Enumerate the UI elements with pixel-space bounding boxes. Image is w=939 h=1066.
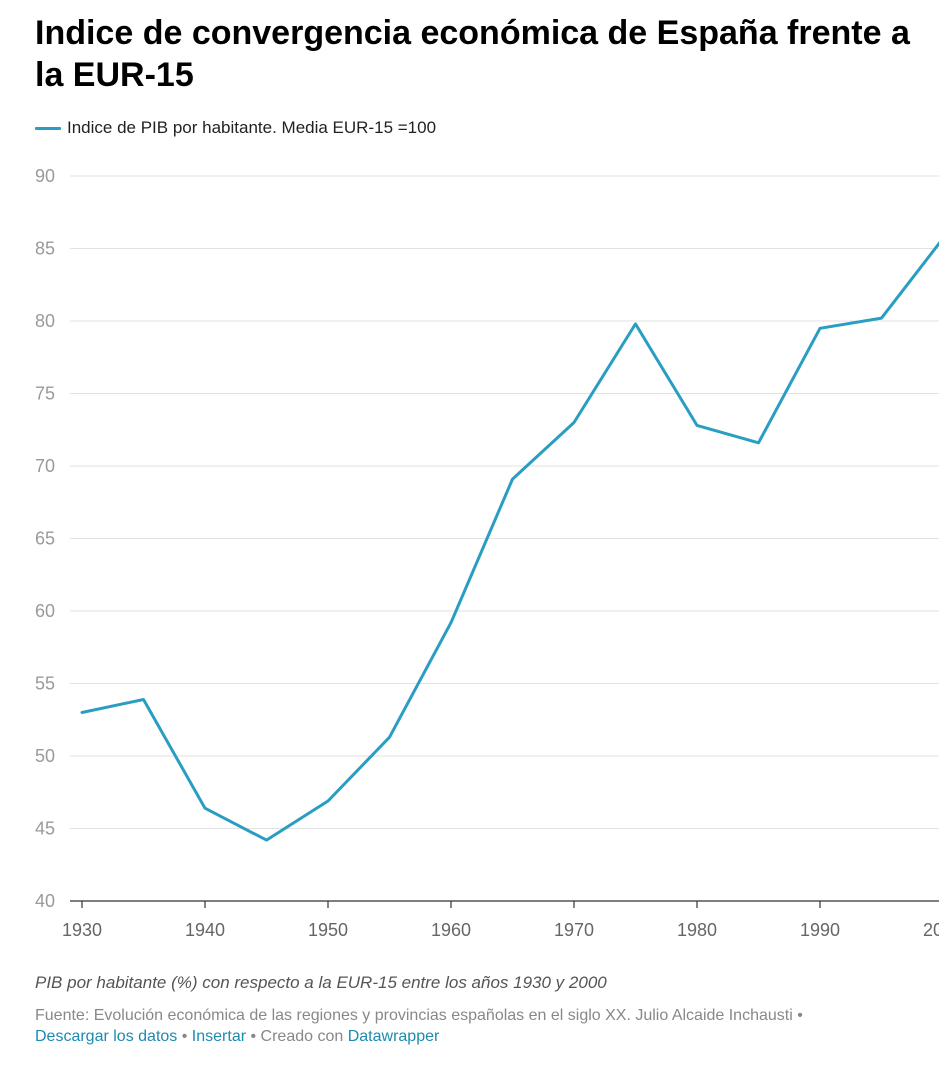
x-tick-label: 2000 — [923, 920, 939, 940]
embed-link[interactable]: Insertar — [191, 1028, 247, 1045]
y-tick-label: 60 — [35, 601, 55, 621]
y-tick-label: 75 — [35, 384, 55, 404]
line-chart: 40 45 50 55 60 65 70 75 80 85 90 1930 1940 1950 1960 19… — [35, 166, 939, 940]
source-text: Fuente: Evolución económica de las regio… — [35, 1007, 793, 1024]
chart-footer: Fuente: Evolución económica de las regio… — [35, 1005, 925, 1047]
x-tick-label: 1950 — [308, 920, 348, 940]
y-tick-label: 55 — [35, 674, 55, 694]
created-with-text: Creado con — [260, 1028, 344, 1045]
y-tick-label: 50 — [35, 746, 55, 766]
footer-separator: • — [177, 1028, 192, 1045]
footer-separator: • — [246, 1028, 261, 1045]
y-tick-label: 80 — [35, 311, 55, 331]
x-tick-label: 1970 — [554, 920, 594, 940]
x-tick-label: 1980 — [677, 920, 717, 940]
y-tick-label: 45 — [35, 819, 55, 839]
legend-line-swatch — [35, 126, 61, 130]
chart-title: Indice de convergencia económica de Espa… — [35, 14, 910, 94]
y-tick-label: 85 — [35, 239, 55, 259]
datawrapper-link[interactable]: Datawrapper — [347, 1028, 440, 1045]
y-tick-label: 90 — [35, 166, 55, 186]
legend-label: Indice de PIB por habitante. Media EUR-1… — [67, 118, 437, 137]
download-data-link[interactable]: Descargar los datos — [35, 1028, 178, 1045]
x-tick-label: 1930 — [62, 920, 102, 940]
x-tick-label: 1960 — [431, 920, 471, 940]
y-tick-label: 70 — [35, 456, 55, 476]
x-tick-label: 1990 — [800, 920, 840, 940]
footer-separator: • — [792, 1007, 803, 1024]
y-tick-label: 65 — [35, 529, 55, 549]
legend: Indice de PIB por habitante. Media EUR-1… — [35, 117, 436, 139]
chart-notes: PIB por habitante (%) con respecto a la … — [35, 973, 607, 992]
x-tick-label: 1940 — [185, 920, 225, 940]
y-tick-label: 40 — [35, 891, 55, 911]
series-line — [80, 241, 939, 842]
